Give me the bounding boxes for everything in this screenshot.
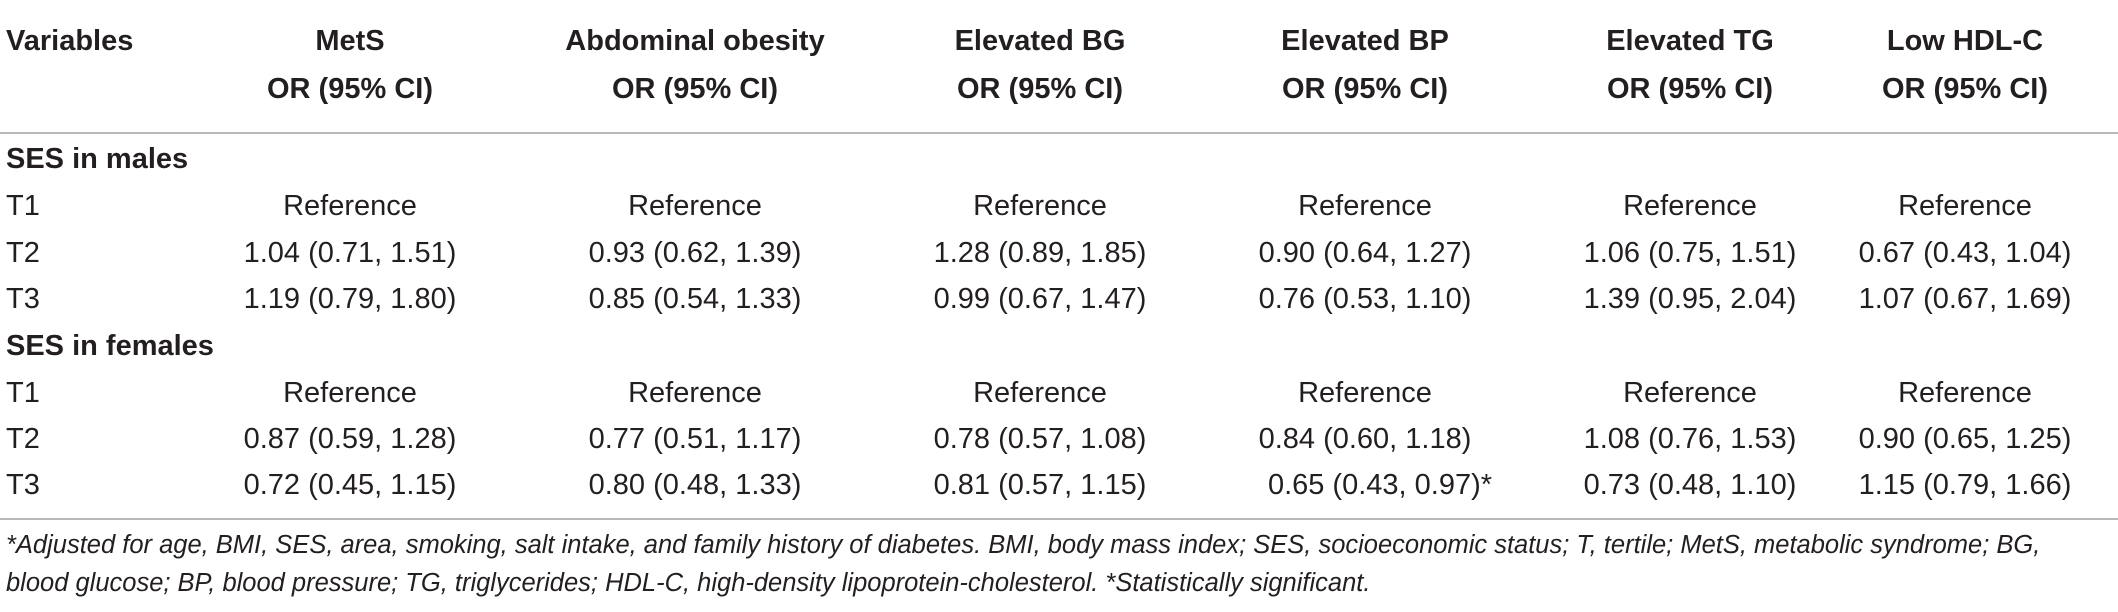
table-cell: Reference	[1898, 377, 2032, 409]
header-sublabel: OR (95% CI)	[1882, 73, 2048, 105]
table-cell: 0.76 (0.53, 1.10)	[1258, 283, 1472, 315]
table-row: T1 Reference Reference Reference Referen…	[0, 370, 2118, 417]
table-cell: Reference	[1623, 377, 1757, 409]
row-label: T2	[6, 237, 40, 269]
header-label: Low HDL-C	[1886, 25, 2044, 57]
row-label: T2	[6, 423, 40, 455]
header-sublabel: OR (95% CI)	[267, 73, 433, 105]
table-cell: 0.65 (0.43, 0.97)*	[1267, 469, 1493, 501]
table-cell: 0.90 (0.65, 1.25)	[1858, 423, 2072, 455]
header-divider	[0, 132, 2118, 134]
table-cell: 0.93 (0.62, 1.39)	[588, 237, 802, 269]
table-cell: 1.04 (0.71, 1.51)	[243, 237, 457, 269]
table-cell: Reference	[973, 190, 1107, 222]
table-cell: Reference	[1298, 377, 1432, 409]
row-label: T1	[6, 190, 40, 222]
table-cell: 0.90 (0.64, 1.27)	[1258, 237, 1472, 269]
header-sublabel: OR (95% CI)	[1607, 73, 1773, 105]
table-row: T2 1.04 (0.71, 1.51) 0.93 (0.62, 1.39) 1…	[0, 230, 2118, 277]
table-row: T3 1.19 (0.79, 1.80) 0.85 (0.54, 1.33) 0…	[0, 276, 2118, 323]
table-cell: 1.39 (0.95, 2.04)	[1583, 283, 1797, 315]
row-label: T3	[6, 283, 40, 315]
header-elevated-bp: Elevated BP OR (95% CI)	[1215, 0, 1515, 120]
section-title-females: SES in females	[6, 330, 214, 362]
table-cell: 0.81 (0.57, 1.15)	[933, 469, 1147, 501]
table-cell: 1.19 (0.79, 1.80)	[243, 283, 457, 315]
header-sublabel: OR (95% CI)	[957, 73, 1123, 105]
table-cell: 0.80 (0.48, 1.33)	[588, 469, 802, 501]
table-cell: Reference	[1298, 190, 1432, 222]
table-cell: Reference	[283, 190, 417, 222]
header-elevated-tg: Elevated TG OR (95% CI)	[1540, 0, 1840, 120]
table-cell: Reference	[283, 377, 417, 409]
table-cell: 1.15 (0.79, 1.66)	[1858, 469, 2072, 501]
header-sublabel: OR (95% CI)	[612, 73, 778, 105]
row-label: T3	[6, 469, 40, 501]
header-label: Variables	[6, 25, 134, 57]
table-footnote: *Adjusted for age, BMI, SES, area, smoki…	[6, 531, 2041, 597]
header-abdominal-obesity: Abdominal obesity OR (95% CI)	[540, 0, 850, 120]
section-title-males: SES in males	[6, 143, 189, 175]
header-label: Elevated BG	[954, 25, 1126, 57]
table-cell: 0.84 (0.60, 1.18)	[1258, 423, 1472, 455]
table-cell: 1.28 (0.89, 1.85)	[933, 237, 1147, 269]
table-cell: 0.72 (0.45, 1.15)	[243, 469, 457, 501]
header-label: Abdominal obesity	[565, 25, 825, 57]
table-row: T2 0.87 (0.59, 1.28) 0.77 (0.51, 1.17) 0…	[0, 416, 2118, 463]
table-cell: 0.87 (0.59, 1.28)	[243, 423, 457, 455]
header-elevated-bg: Elevated BG OR (95% CI)	[890, 0, 1190, 120]
header-low-hdl-c: Low HDL-C OR (95% CI)	[1815, 0, 2115, 120]
table-cell: 0.78 (0.57, 1.08)	[933, 423, 1147, 455]
header-label: Elevated TG	[1606, 25, 1774, 57]
table-cell: Reference	[628, 190, 762, 222]
table-cell: Reference	[973, 377, 1107, 409]
table-row: T3 0.72 (0.45, 1.15) 0.80 (0.48, 1.33) 0…	[0, 462, 2118, 509]
header-mets: MetS OR (95% CI)	[200, 0, 500, 120]
header-variables: Variables	[6, 0, 226, 120]
table-cell: 1.07 (0.67, 1.69)	[1858, 283, 2072, 315]
table-cell: 1.06 (0.75, 1.51)	[1583, 237, 1797, 269]
table-cell: 0.73 (0.48, 1.10)	[1583, 469, 1797, 501]
table-cell: 0.67 (0.43, 1.04)	[1858, 237, 2072, 269]
table-cell: 0.99 (0.67, 1.47)	[933, 283, 1147, 315]
table-cell: 0.77 (0.51, 1.17)	[588, 423, 802, 455]
header-label: Elevated BP	[1281, 25, 1449, 57]
table-row: T1 Reference Reference Reference Referen…	[0, 183, 2118, 230]
table-cell: 1.08 (0.76, 1.53)	[1583, 423, 1797, 455]
header-sublabel: OR (95% CI)	[1282, 73, 1448, 105]
table-cell: Reference	[1898, 190, 2032, 222]
table-cell: Reference	[1623, 190, 1757, 222]
table-cell: 0.85 (0.54, 1.33)	[588, 283, 802, 315]
table-cell: Reference	[628, 377, 762, 409]
row-label: T1	[6, 377, 40, 409]
header-label: MetS	[315, 25, 385, 57]
table-bottom-rule	[0, 518, 2118, 520]
